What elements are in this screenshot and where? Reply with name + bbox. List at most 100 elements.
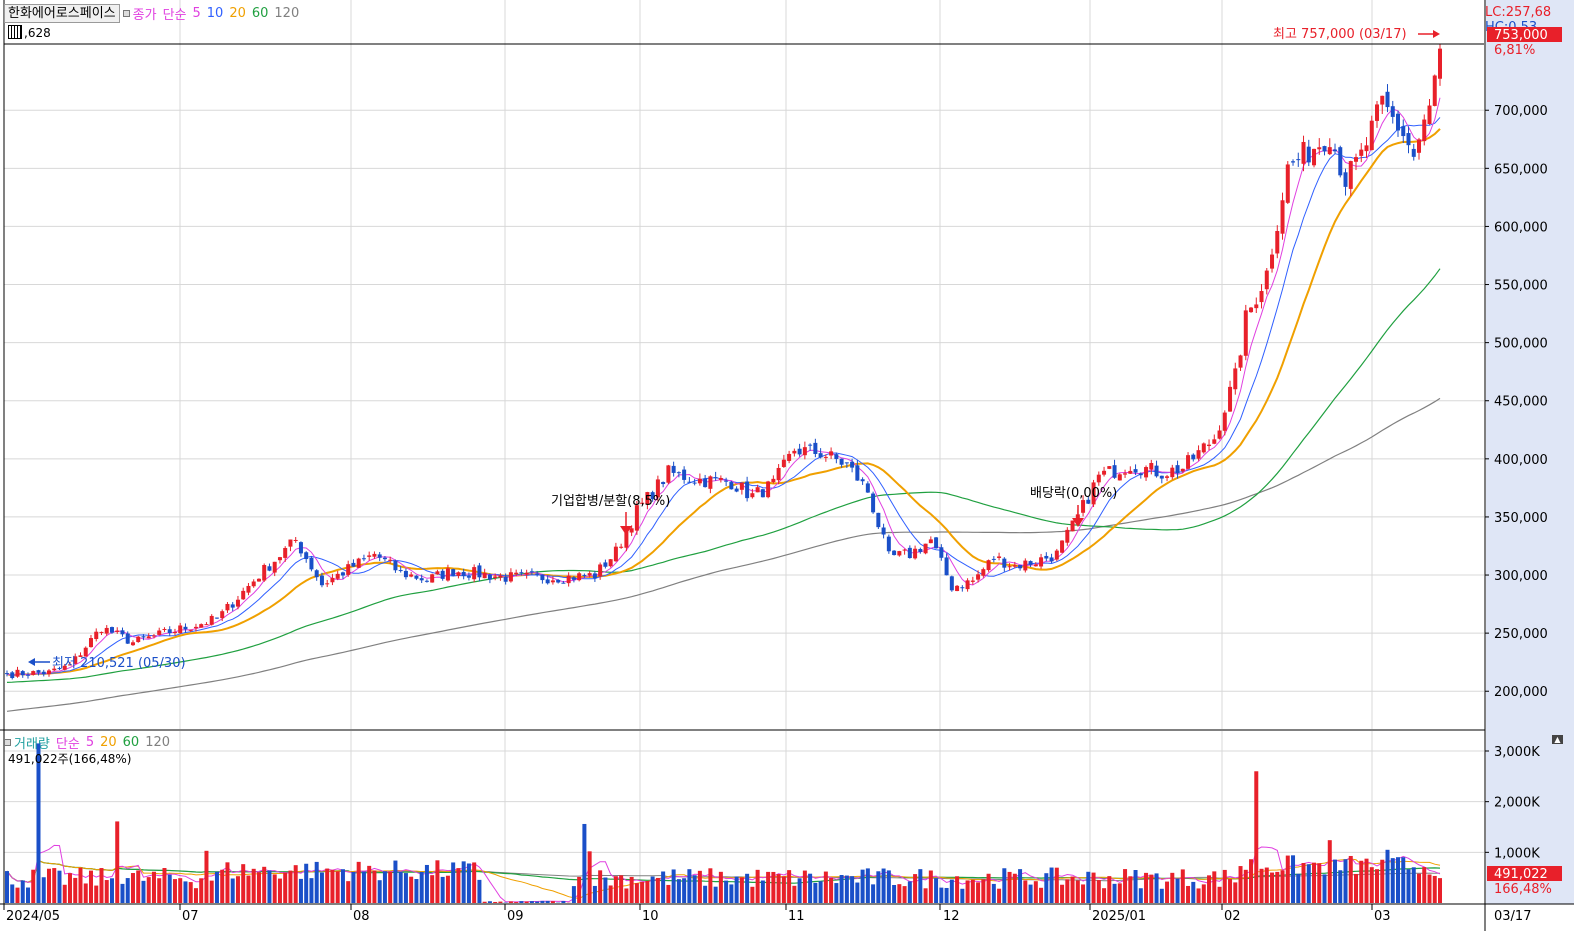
volume-bar	[1259, 868, 1264, 903]
volume-bar	[94, 885, 99, 903]
candle-body	[330, 577, 335, 583]
candle-body	[409, 574, 414, 577]
volume-bar	[1186, 885, 1191, 903]
time-tick-label: 12	[943, 909, 960, 924]
volume-bar	[461, 861, 466, 903]
candle-body	[298, 542, 303, 554]
volume-bar	[745, 873, 750, 903]
candle-body	[592, 573, 597, 579]
candle-body	[1149, 462, 1154, 470]
candle-body	[598, 564, 603, 577]
candle-body	[267, 566, 272, 571]
volume-bar	[876, 871, 881, 903]
annotations: 최고 757,000 (03/17) 최저 210,521 (05/30) 기업합병…	[28, 27, 1440, 671]
candle-body	[561, 582, 566, 584]
candle-body	[718, 477, 723, 480]
volume-bar	[125, 878, 130, 903]
volume-bar	[346, 881, 351, 903]
candle-body	[729, 482, 734, 490]
volume-bar	[146, 877, 151, 903]
volume-bar	[598, 870, 603, 903]
candle-body	[1196, 450, 1201, 459]
candle-body	[272, 561, 277, 573]
volume-bar	[708, 868, 713, 903]
event-merger-arrow-head	[620, 526, 632, 535]
candle-body	[325, 583, 330, 585]
event-dividend-label: 배당락(0,00%)	[1030, 486, 1117, 501]
candle-body	[545, 579, 550, 584]
volume-bar	[1354, 873, 1359, 903]
candle-body	[1348, 161, 1353, 189]
candle-body	[424, 580, 429, 582]
candle-body	[571, 577, 576, 580]
volume-bar	[157, 878, 162, 903]
candle-body	[1422, 119, 1427, 142]
volume-bar	[36, 743, 41, 903]
volume-bar	[136, 870, 141, 903]
volume-bar	[587, 851, 592, 903]
volume-bar	[692, 875, 697, 903]
candle-body	[708, 476, 713, 489]
volume-tick-label: 3,000K	[1494, 745, 1540, 760]
volume-bar	[188, 882, 193, 903]
volume-bar	[1018, 869, 1023, 903]
volume-bar	[682, 878, 687, 903]
volume-bar	[886, 870, 891, 903]
volume-bar	[214, 871, 219, 903]
candle-body	[797, 448, 802, 455]
volume-bar	[356, 861, 361, 903]
volume-bar	[1012, 873, 1017, 903]
volume-bar	[246, 875, 251, 903]
candle-body	[766, 481, 771, 498]
candle-body	[634, 505, 639, 531]
volume-bar	[1291, 855, 1296, 903]
volume-bar	[1039, 887, 1044, 903]
volume-bar	[960, 888, 965, 903]
volume-bar	[771, 871, 776, 903]
candle-body	[813, 442, 818, 455]
candle-body	[1044, 555, 1049, 559]
volume-bar	[1422, 867, 1427, 903]
panel-toggle-icon[interactable]: ▲	[1552, 735, 1563, 744]
candle-body	[1081, 500, 1086, 513]
candle-body	[1228, 386, 1233, 412]
candle-body	[613, 546, 618, 562]
volume-bar	[283, 872, 288, 903]
price-change-label: 6,81%	[1494, 43, 1535, 58]
volume-bar	[671, 869, 676, 903]
volume-bar	[865, 868, 870, 903]
volume-ma-lines	[6, 844, 1441, 903]
stock-name-box[interactable]: 한화에어로스페이스	[4, 3, 120, 23]
price-sub-value-text: ,628	[24, 26, 51, 40]
volume-bar	[130, 873, 135, 903]
candle-body	[225, 603, 230, 611]
volume-bar	[571, 886, 576, 903]
candle-body	[829, 451, 834, 456]
candle-body	[1270, 254, 1275, 269]
volume-bar	[561, 901, 566, 903]
candle-body	[1280, 200, 1285, 234]
volume-bar	[230, 878, 235, 903]
candle-body	[1343, 172, 1348, 187]
volume-bar	[1191, 881, 1196, 903]
candles	[5, 44, 1442, 680]
volume-bar	[272, 874, 277, 903]
candle-body	[566, 575, 571, 584]
volume-bar	[1333, 859, 1338, 903]
candle-body	[508, 572, 513, 582]
volume-bar	[78, 867, 83, 903]
volume-bar	[482, 901, 487, 903]
volume-bar	[25, 887, 30, 903]
candle-body	[1154, 465, 1159, 477]
calendar-icon[interactable]	[8, 25, 22, 39]
current-price-label: 753,000	[1494, 28, 1548, 43]
volume-bar	[1091, 872, 1096, 903]
candle-body	[666, 465, 671, 483]
candle-body	[1065, 529, 1070, 543]
volume-bar	[1086, 871, 1091, 903]
volume-bar	[655, 877, 660, 903]
price-sub-value: ,628	[8, 25, 51, 40]
candle-body	[461, 571, 466, 577]
volume-bar	[167, 874, 172, 903]
volume-bar	[1002, 868, 1007, 903]
